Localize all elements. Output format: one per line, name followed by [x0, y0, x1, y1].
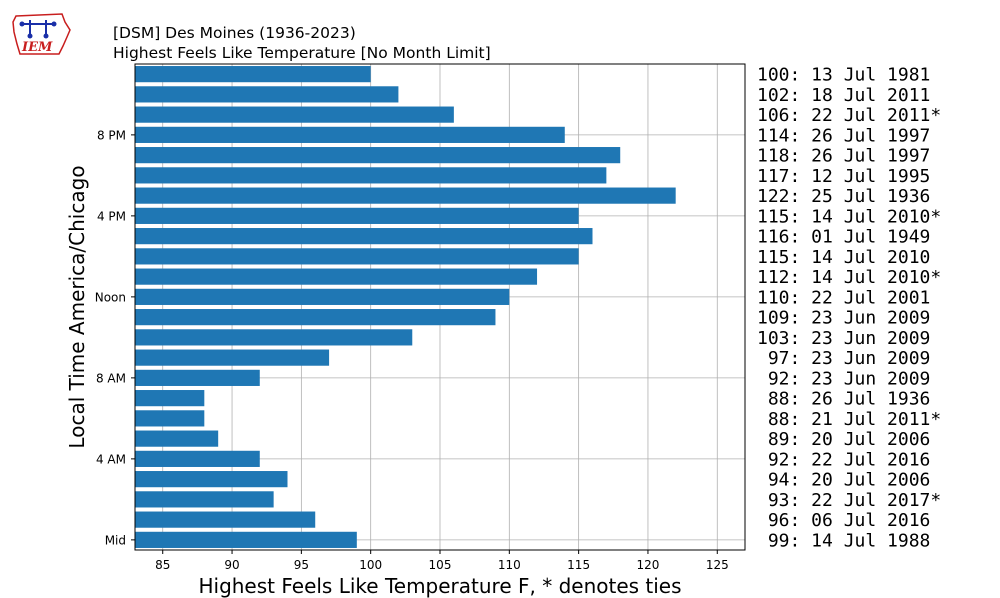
bar [135, 329, 413, 346]
x-ticks: 85 90 95 100 105 110 115 120 125 [155, 550, 729, 572]
x-axis-label: Highest Feels Like Temperature F, * deno… [198, 574, 681, 598]
y-axis-label: Local Time America/Chicago [65, 165, 89, 448]
bar [135, 248, 579, 265]
x-tick-label: 120 [637, 558, 660, 572]
bars [135, 66, 676, 548]
y-tick-label: 4 PM [97, 209, 126, 223]
bar [135, 86, 399, 103]
bar-label: 114: 26 Jul 1997 [757, 125, 930, 146]
bar [135, 147, 621, 164]
bar [135, 167, 607, 184]
bar [135, 471, 288, 488]
bar-label: 116: 01 Jul 1949 [757, 227, 930, 248]
bar [135, 410, 205, 427]
bar-value-labels: 99: 14 Jul 1988 96: 06 Jul 2016 93: 22 J… [757, 65, 941, 552]
bar [135, 531, 357, 548]
bar-label: 96: 06 Jul 2016 [757, 510, 930, 531]
x-tick-label: 105 [429, 558, 452, 572]
bar [135, 511, 316, 528]
bar-label: 93: 22 Jul 2017* [757, 490, 941, 511]
bar-label: 92: 23 Jun 2009 [757, 368, 930, 389]
x-tick-label: 110 [498, 558, 521, 572]
bar-label: 99: 14 Jul 1988 [757, 530, 930, 551]
bar [135, 288, 510, 305]
bar [135, 390, 205, 407]
bar [135, 106, 454, 123]
bar [135, 430, 219, 447]
bar-label: 103: 23 Jun 2009 [757, 328, 930, 349]
bar-label: 88: 21 Jul 2011* [757, 409, 941, 430]
bar [135, 309, 496, 326]
bar [135, 66, 371, 83]
bar-label: 92: 22 Jul 2016 [757, 449, 930, 470]
chart-subtitle: Highest Feels Like Temperature [No Month… [113, 44, 491, 62]
bar [135, 450, 260, 467]
bar [135, 369, 260, 386]
bar [135, 349, 330, 366]
chart-title: [DSM] Des Moines (1936-2023) [113, 24, 356, 42]
bar-label: 115: 14 Jul 2010 [757, 247, 930, 268]
x-tick-label: 90 [224, 558, 239, 572]
y-tick-label: 4 AM [96, 452, 126, 466]
bar-label: 122: 25 Jul 1936 [757, 186, 930, 207]
bar-label: 94: 20 Jul 2006 [757, 470, 930, 491]
y-tick-label: 8 AM [96, 371, 126, 385]
x-tick-label: 100 [359, 558, 382, 572]
x-tick-label: 125 [706, 558, 729, 572]
y-tick-label: Mid [105, 533, 126, 547]
y-ticks: Mid 4 AM 8 AM Noon 4 PM 8 PM [95, 128, 135, 547]
bar-label: 118: 26 Jul 1997 [757, 146, 930, 167]
x-tick-label: 85 [155, 558, 170, 572]
bar [135, 126, 565, 143]
bar [135, 228, 593, 245]
bar [135, 187, 676, 204]
y-tick-label: Noon [95, 290, 126, 304]
bar-label: 109: 23 Jun 2009 [757, 308, 930, 329]
bar [135, 207, 579, 224]
bar [135, 268, 538, 285]
bar-label: 106: 22 Jul 2011* [757, 105, 941, 126]
bar-label: 110: 22 Jul 2001 [757, 287, 930, 308]
bar-label: 89: 20 Jul 2006 [757, 429, 930, 450]
bar [135, 491, 274, 508]
bar-label: 100: 13 Jul 1981 [757, 65, 930, 86]
iem-logo: IEM [12, 13, 71, 55]
bar-label: 97: 23 Jun 2009 [757, 348, 930, 369]
x-tick-label: 115 [567, 558, 590, 572]
x-tick-label: 95 [294, 558, 309, 572]
logo-text: IEM [21, 40, 53, 55]
y-tick-label: 8 PM [97, 128, 126, 142]
bar-label: 102: 18 Jul 2011 [757, 85, 930, 106]
bar-label: 115: 14 Jul 2010* [757, 206, 941, 227]
bar-label: 112: 14 Jul 2010* [757, 267, 941, 288]
bar-label: 117: 12 Jul 1995 [757, 166, 930, 187]
bar-label: 88: 26 Jul 1936 [757, 389, 930, 410]
